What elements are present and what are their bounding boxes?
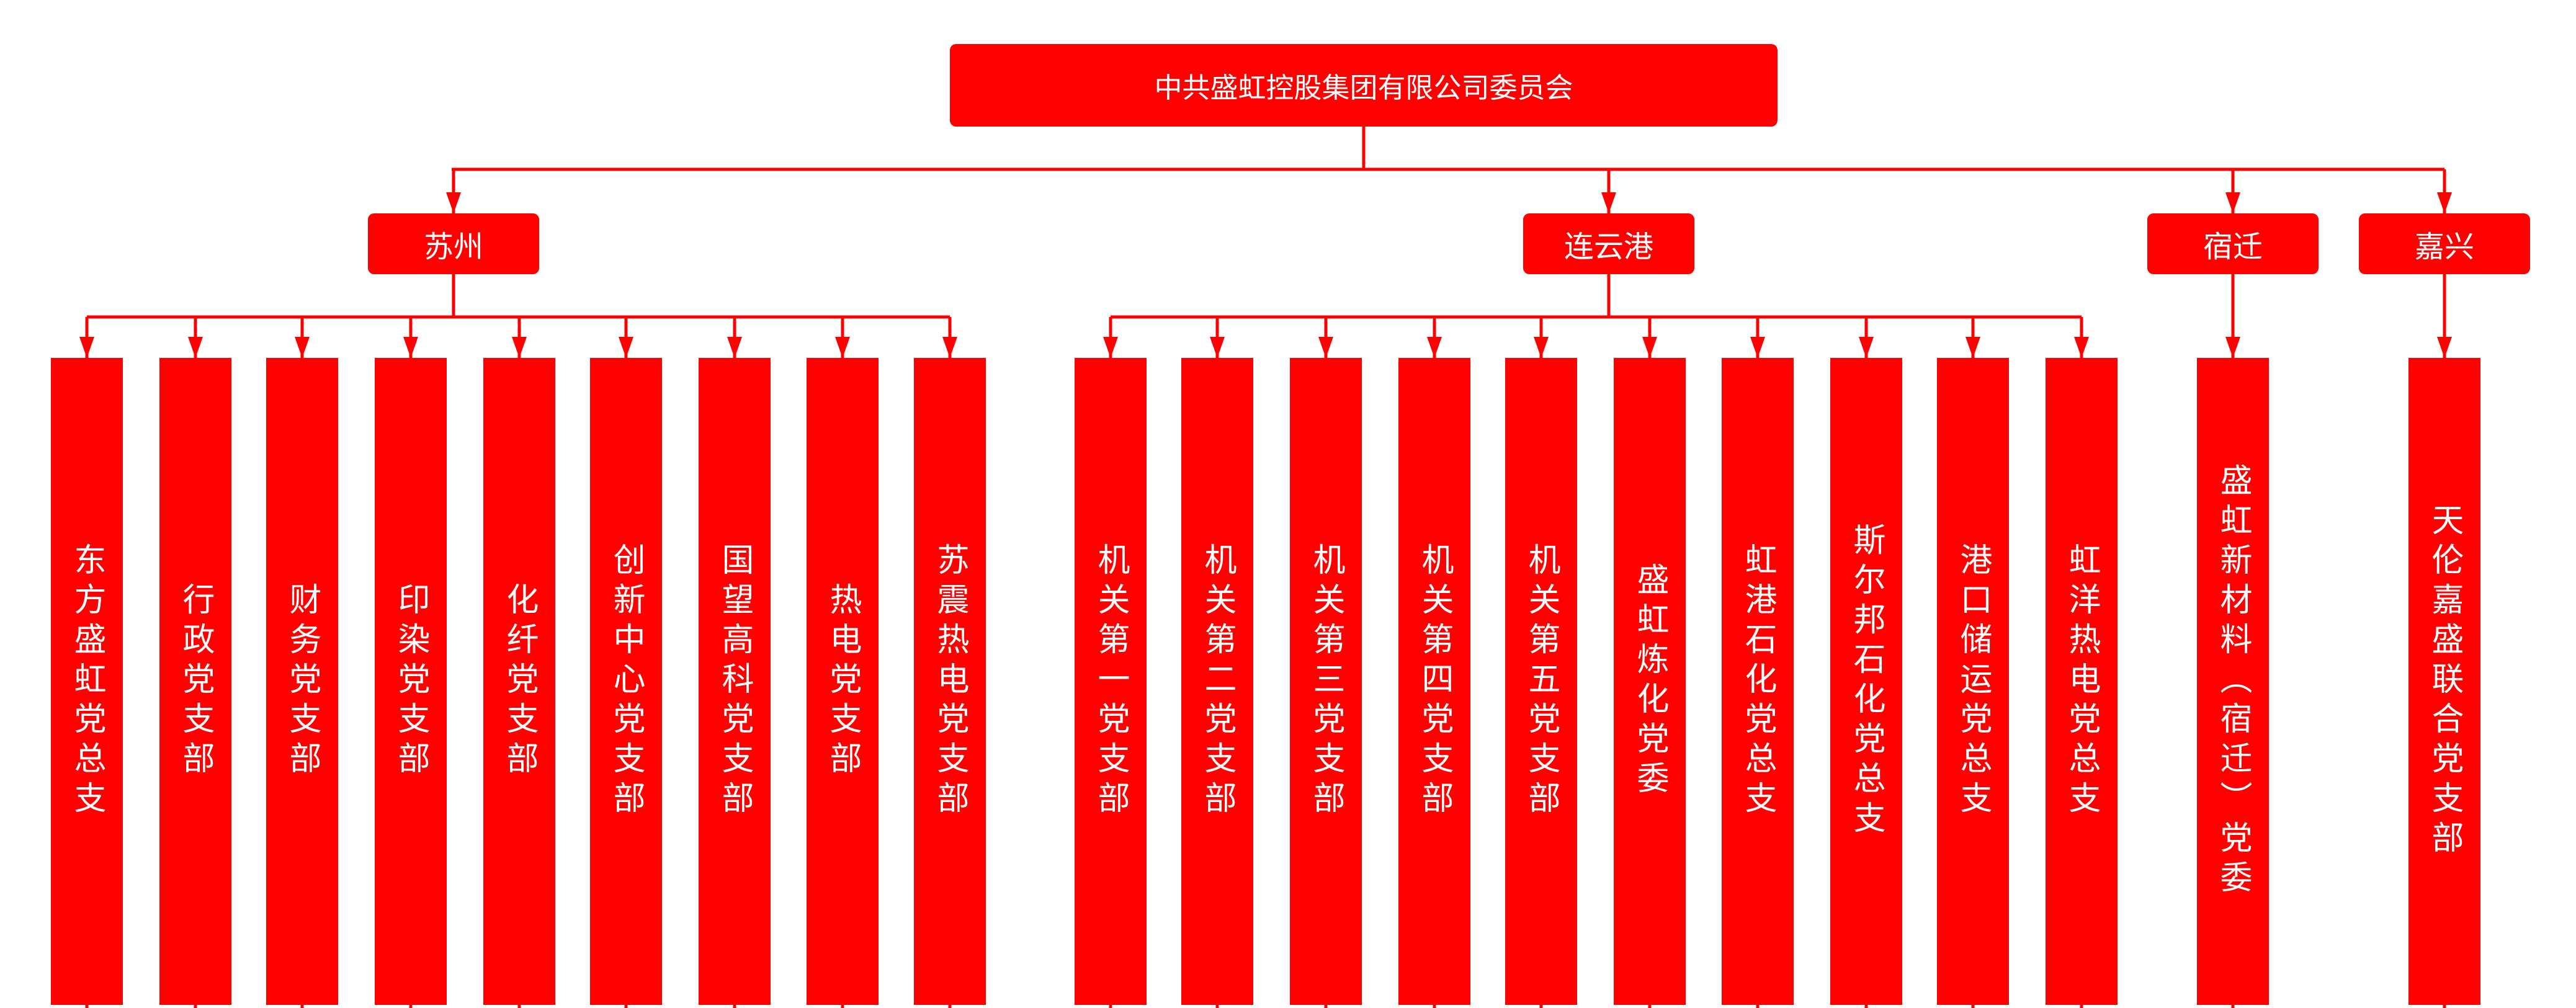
arrow-head-icon: [1103, 337, 1118, 358]
region-label: 连云港: [1563, 230, 1653, 264]
branch-node[interactable]: 港口储运党总支: [1937, 358, 2009, 1005]
branch-label: 印染党支部: [392, 582, 429, 781]
arrow-head-icon: [619, 337, 633, 358]
branch-node[interactable]: 机关第四党支部: [1398, 358, 1470, 1005]
branch-node[interactable]: 行政党支部: [159, 358, 231, 1005]
branch-label: 财务党支部: [284, 582, 321, 781]
arrow-head-icon: [446, 192, 461, 213]
root-label: 中共盛虹控股集团有限公司委员会: [1154, 71, 1573, 104]
arrow-head-icon: [2437, 192, 2452, 213]
region-label: 宿迁: [2203, 230, 2263, 264]
branch-label: 苏震热电党支部: [931, 542, 968, 821]
branch-label: 虹港石化党总支: [1739, 542, 1776, 821]
branch-node[interactable]: 斯尔邦石化党总支: [1830, 358, 1902, 1005]
branch-label: 盛虹炼化党委: [1631, 562, 1668, 801]
arrow-head-icon: [2225, 192, 2240, 213]
arrow-head-icon: [1859, 337, 1874, 358]
arrow-head-icon: [2437, 337, 2452, 358]
arrow-head-icon: [2225, 337, 2240, 358]
arrow-head-icon: [1966, 337, 1980, 358]
region-node[interactable]: 苏州: [368, 213, 539, 274]
branch-label: 盛虹新材料（宿迁）党委: [2214, 463, 2252, 900]
branch-label: 化纤党支部: [501, 582, 538, 781]
arrow-head-icon: [295, 337, 310, 358]
branch-node[interactable]: 国望高科党支部: [699, 358, 771, 1005]
branch-label: 机关第三党支部: [1307, 542, 1344, 821]
arrow-head-icon: [835, 337, 850, 358]
branch-node[interactable]: 虹港石化党总支: [1722, 358, 1794, 1005]
branch-node[interactable]: 机关第一党支部: [1075, 358, 1147, 1005]
arrow-head-icon: [403, 337, 418, 358]
branch-label: 虹洋热电党总支: [2063, 542, 2100, 821]
arrow-head-icon: [512, 337, 527, 358]
branch-node[interactable]: 财务党支部: [266, 358, 338, 1005]
arrow-head-icon: [1210, 337, 1225, 358]
branch-label: 天伦嘉盛联合党支部: [2426, 502, 2463, 860]
branch-label: 国望高科党支部: [716, 542, 753, 821]
branch-node[interactable]: 苏震热电党支部: [914, 358, 986, 1005]
region-node[interactable]: 连云港: [1523, 213, 1694, 274]
arrow-head-icon: [79, 337, 94, 358]
arrow-head-icon: [1601, 192, 1616, 213]
branch-node[interactable]: 印染党支部: [375, 358, 447, 1005]
region-label: 嘉兴: [2414, 230, 2474, 264]
branch-node[interactable]: 盛虹炼化党委: [1614, 358, 1686, 1005]
region-node[interactable]: 嘉兴: [2359, 213, 2530, 274]
branch-node[interactable]: 东方盛虹党总支: [51, 358, 123, 1005]
branch-label: 斯尔邦石化党总支: [1848, 522, 1885, 841]
branch-label: 机关第一党支部: [1092, 542, 1129, 821]
branch-label: 机关第二党支部: [1199, 542, 1236, 821]
branch-label: 行政党支部: [177, 582, 214, 781]
region-label: 苏州: [423, 230, 483, 264]
branch-node[interactable]: 机关第二党支部: [1181, 358, 1253, 1005]
region-node[interactable]: 宿迁: [2147, 213, 2319, 274]
branch-node[interactable]: 创新中心党支部: [590, 358, 662, 1005]
arrow-head-icon: [1750, 337, 1765, 358]
arrow-head-icon: [1642, 337, 1657, 358]
branch-label: 港口储运党总支: [1954, 542, 1992, 821]
branch-label: 创新中心党支部: [607, 542, 645, 821]
arrow-head-icon: [1318, 337, 1333, 358]
branch-label: 机关第四党支部: [1416, 542, 1453, 821]
arrow-head-icon: [188, 337, 203, 358]
branch-label: 东方盛虹党总支: [68, 542, 105, 821]
root-node[interactable]: 中共盛虹控股集团有限公司委员会: [950, 44, 1778, 127]
branch-node[interactable]: 热电党支部: [807, 358, 879, 1005]
branch-node[interactable]: 虹洋热电党总支: [2046, 358, 2118, 1005]
branch-node[interactable]: 化纤党支部: [483, 358, 555, 1005]
arrow-head-icon: [2074, 337, 2089, 358]
arrow-head-icon: [1427, 337, 1442, 358]
branch-node[interactable]: 机关第五党支部: [1505, 358, 1577, 1005]
branch-node[interactable]: 天伦嘉盛联合党支部: [2408, 358, 2480, 1005]
branch-label: 热电党支部: [824, 582, 861, 781]
arrow-head-icon: [942, 337, 957, 358]
arrow-head-icon: [1534, 337, 1549, 358]
branch-label: 机关第五党支部: [1523, 542, 1560, 821]
arrow-head-icon: [727, 337, 742, 358]
branch-node[interactable]: 机关第三党支部: [1290, 358, 1362, 1005]
branch-node[interactable]: 盛虹新材料（宿迁）党委: [2197, 358, 2269, 1005]
